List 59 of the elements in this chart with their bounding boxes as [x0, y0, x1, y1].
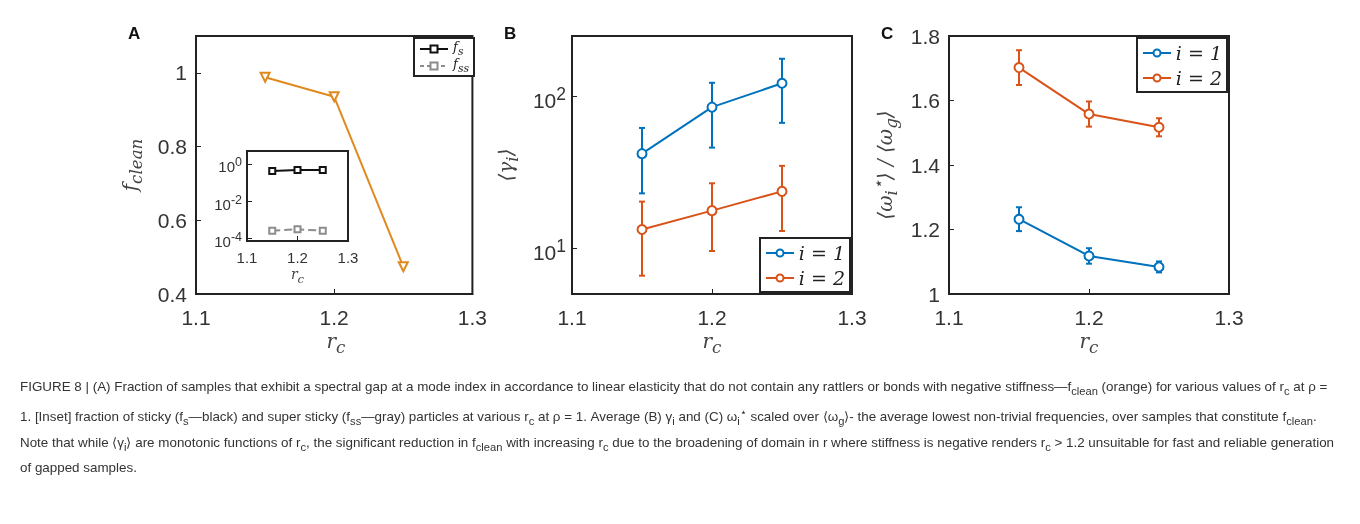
y-tick-label: 0.8 — [157, 135, 187, 159]
legend-label: f$_{s}$ — [453, 39, 464, 58]
x-tick-label: 1.1 — [236, 249, 258, 266]
chart-title: A — [128, 24, 141, 44]
legend-label: f$_{ss}$ — [453, 56, 469, 75]
point — [1153, 121, 1165, 133]
x-tick-label: 1.3 — [837, 306, 867, 329]
point — [706, 205, 718, 217]
point — [268, 166, 277, 175]
y-tick-label: 1.6 — [910, 89, 940, 112]
text: FIGURE 8 | (A) Fraction of samples that exhibit a spectral gap at a mode index in accordance to linear elasticity that do not contain any rattlers or bonds with negative stiffness—f$_{clean}$ (orange) for various values of r$_{c}$ at ρ = 1. [Inset] fraction of sticky (f$_{s}$—black) and super sticky (f$_{ss}$—gray) particles at various r$_{c}$ at ρ = 1. Average (B) γ$_{i}$ and (C) ω$_{i}$$^{⋆}$ scaled over ⟨ω$_{g}$⟩- the average lowest non-trivial frequencies, over samples that constitute f$_{clean}$. Note that while ⟨γ$_{i}$⟩ are monotonic functions of r$_{c}$, the significant reduction in f$_{clean}$ with increasing r$_{c}$ due to the broadening of domain in r where stiffness is negative renders r$_{c}$ > 1.2 unsuitable for fast and reliable generation of gapped samples. — [20, 379, 1335, 476]
point — [293, 225, 302, 234]
legend-label: i = 2 — [1175, 66, 1222, 89]
x-axis-title: r$_{c}$ — [326, 328, 346, 357]
x-tick-label: 1.1 — [557, 306, 587, 329]
x-tick-label: 1.2 — [287, 249, 308, 266]
point — [776, 185, 788, 197]
point — [776, 77, 788, 89]
y-tick-label: 10$^{0}$ — [218, 155, 242, 176]
x-tick-label: 1.1 — [181, 306, 211, 329]
point — [636, 223, 648, 235]
legend-label: i = 2 — [798, 266, 845, 289]
y-tick-label: 0.6 — [157, 208, 187, 232]
point — [259, 71, 271, 83]
point — [636, 148, 648, 160]
y-tick-label: 1.8 — [910, 24, 940, 48]
x-tick-label: 1.3 — [457, 306, 488, 329]
legend-label: i = 1 — [798, 241, 845, 264]
y-tick-label: 1 — [175, 61, 187, 85]
chart-title: B — [504, 24, 517, 44]
point — [706, 101, 718, 113]
point — [328, 91, 340, 103]
point — [268, 226, 277, 235]
y-tick-label: 0.4 — [157, 282, 188, 306]
point — [1013, 62, 1025, 74]
y-tick-label: 1 — [928, 282, 940, 306]
point — [318, 226, 327, 235]
y-tick-label: 10$^{1}$ — [532, 235, 566, 264]
x-axis-title: r$_{c}$ — [290, 266, 305, 287]
point — [1083, 108, 1095, 120]
x-tick-label: 1.2 — [697, 306, 727, 329]
y-tick-label: 10$^{-2}$ — [214, 192, 242, 213]
point — [318, 166, 327, 175]
x-axis-title: r$_{c}$ — [1079, 328, 1099, 357]
point — [397, 261, 409, 273]
y-tick-label: 10$^{2}$ — [532, 83, 566, 112]
y-tick-label: 10$^{-4}$ — [214, 229, 242, 250]
x-tick-label: 1.2 — [319, 306, 349, 329]
x-tick-label: 1.1 — [934, 306, 964, 329]
legend-label: i = 1 — [1175, 41, 1222, 64]
x-axis-title: r$_{c}$ — [702, 328, 722, 357]
y-tick-label: 1.2 — [910, 218, 940, 241]
x-tick-label: 1.2 — [1074, 306, 1104, 329]
x-tick-label: 1.3 — [1214, 306, 1244, 329]
point — [1013, 213, 1025, 225]
point — [293, 166, 302, 175]
y-tick-label: 1.4 — [910, 153, 941, 177]
x-tick-label: 1.3 — [337, 249, 359, 266]
chart-title: C — [881, 24, 894, 44]
